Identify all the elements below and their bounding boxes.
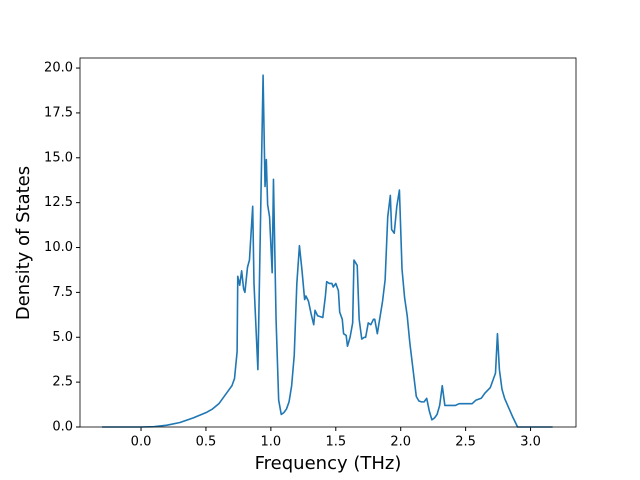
x-tick-label: 1.5 <box>325 435 346 450</box>
x-tick-label: 0.0 <box>131 435 152 450</box>
x-tick-label: 3.0 <box>520 435 541 450</box>
y-tick-label: 17.5 <box>44 105 73 120</box>
y-tick-label: 7.5 <box>52 285 73 300</box>
y-tick-label: 2.5 <box>52 375 73 390</box>
y-tick-label: 12.5 <box>44 195 73 210</box>
y-tick-label: 5.0 <box>52 330 73 345</box>
x-axis-label: Frequency (THz) <box>255 453 402 474</box>
x-tick-label: 2.0 <box>390 435 411 450</box>
y-axis-label: Density of States <box>13 166 34 320</box>
plot-frame <box>79 57 577 428</box>
x-tick-label: 2.5 <box>455 435 476 450</box>
y-tick-label: 15.0 <box>44 150 73 165</box>
line-series <box>102 74 553 428</box>
y-tick-label: 0.0 <box>52 420 73 435</box>
y-tick-label: 10.0 <box>44 240 73 255</box>
x-tick-label: 1.0 <box>261 435 282 450</box>
y-tick-label: 20.0 <box>44 61 73 76</box>
x-tick-label: 0.5 <box>196 435 217 450</box>
